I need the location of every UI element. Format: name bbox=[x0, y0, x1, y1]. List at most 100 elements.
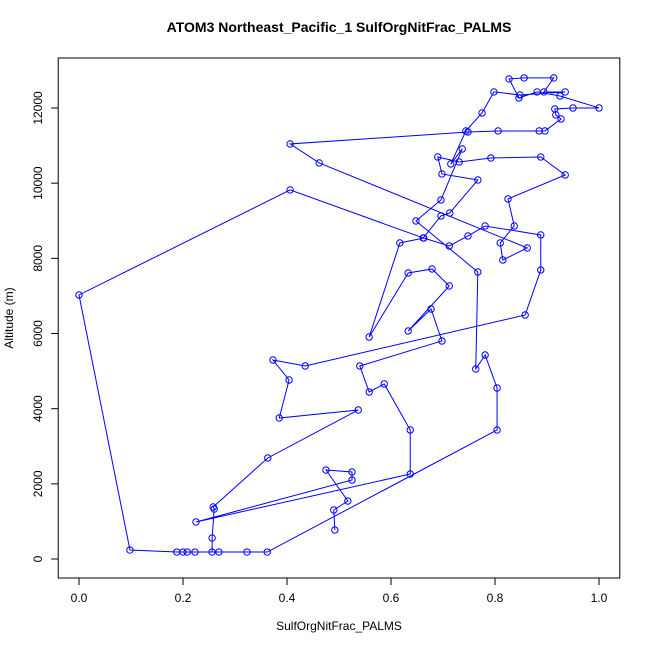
data-point bbox=[285, 376, 293, 384]
data-point bbox=[490, 88, 498, 96]
data-point bbox=[493, 384, 501, 392]
data-point bbox=[183, 548, 191, 556]
data-line bbox=[78, 77, 600, 553]
data-point bbox=[458, 145, 466, 153]
data-point bbox=[419, 234, 427, 242]
data-point bbox=[315, 159, 323, 167]
x-tick-label: 0.4 bbox=[279, 591, 296, 605]
data-point bbox=[537, 231, 545, 239]
data-point bbox=[535, 127, 543, 135]
data-point bbox=[331, 526, 339, 534]
data-point bbox=[215, 548, 223, 556]
data-point bbox=[447, 160, 455, 168]
data-point bbox=[504, 195, 512, 203]
data-point bbox=[569, 104, 577, 112]
chart-title: ATOM3 Northeast_Pacific_1 SulfOrgNitFrac… bbox=[167, 19, 512, 35]
data-point bbox=[515, 94, 523, 102]
data-point bbox=[438, 337, 446, 345]
data-point bbox=[354, 406, 362, 414]
data-point bbox=[75, 291, 83, 299]
data-point bbox=[445, 242, 453, 250]
data-point bbox=[173, 548, 181, 556]
data-point bbox=[499, 256, 507, 264]
data-point bbox=[191, 548, 199, 556]
plot-frame bbox=[57, 57, 621, 579]
data-point bbox=[510, 222, 518, 230]
data-point bbox=[264, 454, 272, 462]
data-point bbox=[464, 232, 472, 240]
x-axis-label: SulfOrgNitFrac_PALMS bbox=[276, 619, 402, 633]
data-point bbox=[481, 351, 489, 359]
data-point bbox=[474, 268, 482, 276]
data-point bbox=[322, 466, 330, 474]
data-point bbox=[494, 127, 502, 135]
x-tick-label: 0.8 bbox=[487, 591, 504, 605]
data-point bbox=[550, 74, 558, 82]
data-point bbox=[208, 534, 216, 542]
y-tick-label: 6000 bbox=[31, 320, 45, 347]
data-point bbox=[356, 362, 364, 370]
data-point bbox=[445, 282, 453, 290]
data-point bbox=[516, 91, 524, 99]
data-point bbox=[438, 170, 446, 178]
data-point bbox=[474, 176, 482, 184]
data-point bbox=[404, 269, 412, 277]
data-point bbox=[126, 546, 134, 554]
data-point bbox=[556, 92, 564, 100]
x-tick-label: 0.2 bbox=[175, 591, 192, 605]
data-point bbox=[537, 266, 545, 274]
data-point bbox=[446, 209, 454, 217]
data-point bbox=[348, 468, 356, 476]
data-point bbox=[396, 239, 404, 247]
data-point bbox=[521, 311, 529, 319]
data-point bbox=[365, 388, 373, 396]
data-point bbox=[540, 88, 548, 96]
data-point bbox=[437, 212, 445, 220]
data-point bbox=[428, 265, 436, 273]
data-point bbox=[210, 505, 218, 513]
data-point bbox=[561, 88, 569, 96]
data-point bbox=[541, 127, 549, 135]
y-tick-label: 0 bbox=[31, 555, 45, 562]
data-point bbox=[437, 196, 445, 204]
y-tick-label: 2000 bbox=[31, 470, 45, 497]
data-point bbox=[595, 104, 603, 112]
data-point bbox=[537, 153, 545, 161]
data-point bbox=[243, 548, 251, 556]
data-point bbox=[344, 497, 352, 505]
data-point bbox=[269, 356, 277, 364]
data-point bbox=[496, 239, 504, 247]
y-axis-label: Altitude (m) bbox=[2, 287, 16, 348]
data-point bbox=[406, 470, 414, 478]
data-point bbox=[286, 186, 294, 194]
data-point bbox=[551, 105, 559, 113]
data-point bbox=[380, 380, 388, 388]
y-tick-label: 4000 bbox=[31, 395, 45, 422]
x-tick-label: 0.6 bbox=[383, 591, 400, 605]
data-point bbox=[365, 333, 373, 341]
data-point bbox=[406, 426, 414, 434]
data-point bbox=[557, 115, 565, 123]
y-tick-label: 12000 bbox=[31, 91, 45, 125]
data-point bbox=[462, 127, 470, 135]
y-tick-label: 10000 bbox=[31, 166, 45, 200]
data-point bbox=[505, 75, 513, 83]
data-point bbox=[523, 244, 531, 252]
data-point bbox=[481, 222, 489, 230]
x-tick-label: 0.0 bbox=[71, 591, 88, 605]
data-point bbox=[427, 305, 435, 313]
data-point bbox=[493, 426, 501, 434]
data-point bbox=[412, 217, 420, 225]
data-point bbox=[286, 140, 294, 148]
data-point bbox=[478, 109, 486, 117]
data-point bbox=[472, 365, 480, 373]
data-point bbox=[455, 158, 463, 166]
data-point bbox=[561, 171, 569, 179]
data-point bbox=[330, 506, 338, 514]
data-point bbox=[275, 414, 283, 422]
x-tick-label: 1.0 bbox=[591, 591, 608, 605]
data-point bbox=[487, 154, 495, 162]
data-point bbox=[404, 327, 412, 335]
